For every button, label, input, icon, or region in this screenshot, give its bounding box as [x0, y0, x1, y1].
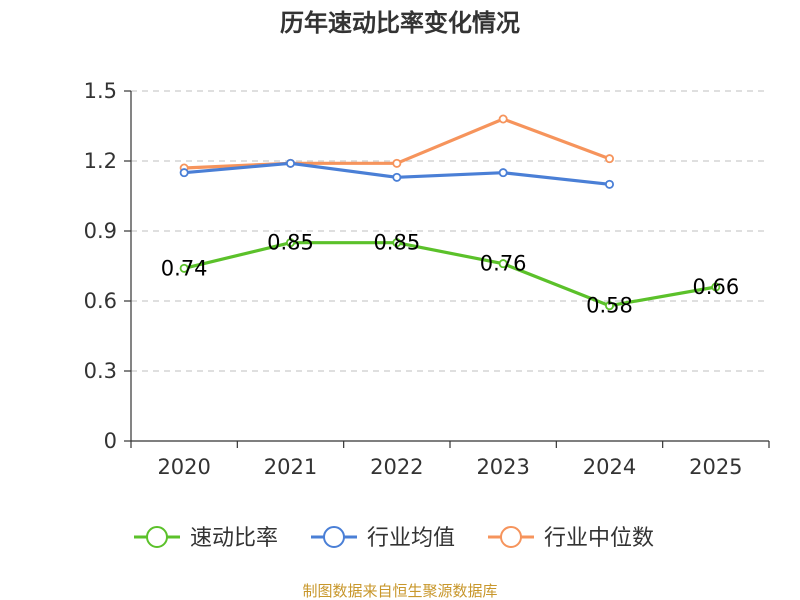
- point-0-2021: [285, 238, 295, 248]
- series-line-0: [182, 241, 718, 308]
- legend-marker-0: [146, 526, 168, 548]
- y-tick-label-5: 1.5: [84, 79, 117, 103]
- data-label-2023: 0.76: [480, 252, 527, 276]
- point-0-2020: [179, 263, 189, 273]
- legend-label-0: 速动比率: [190, 526, 278, 551]
- legend-item-2: 行业中位数: [488, 526, 654, 551]
- y-tick-label-1: 0.3: [84, 359, 117, 383]
- y-tick-label-4: 1.2: [84, 149, 117, 173]
- point-0-2024: [605, 301, 615, 311]
- y-tick-label-2: 0.6: [84, 289, 117, 313]
- point-2-2024: [605, 154, 615, 164]
- x-tick-label-2022: 2022: [370, 455, 423, 479]
- point-2-2023: [498, 114, 508, 124]
- point-1-2021: [285, 158, 295, 168]
- data-label-2021: 0.85: [267, 231, 314, 255]
- chart-title: 历年速动比率变化情况: [280, 9, 520, 37]
- x-tick-label-2020: 2020: [157, 455, 210, 479]
- data-label-2022: 0.85: [373, 231, 420, 255]
- legend-item-0: 速动比率: [134, 526, 278, 551]
- legend: 速动比率 行业均值 行业中位数: [134, 526, 654, 551]
- legend-label-1: 行业均值: [367, 526, 455, 551]
- point-0-2022: [392, 238, 402, 248]
- legend-label-2: 行业中位数: [544, 526, 654, 551]
- data-label-2025: 0.66: [692, 275, 739, 299]
- series-layer: 0.74 0.85 0.85 0.76 0.58 0.66: [161, 114, 739, 318]
- x-tick-label-2023: 2023: [476, 455, 529, 479]
- point-1-2024: [605, 179, 615, 189]
- legend-marker-1: [323, 526, 345, 548]
- point-1-2020: [179, 168, 189, 178]
- axes: 0 0.3 0.6 0.9 1.2 1.5 2020 2021 2022 2023 2024 2025: [84, 79, 770, 479]
- series-0: 0.74 0.85 0.85 0.76 0.58 0.66: [161, 231, 739, 318]
- x-tick-label-2021: 2021: [264, 455, 317, 479]
- grid-lines: [131, 90, 769, 372]
- legend-item-1: 行业均值: [311, 526, 455, 551]
- point-0-2025: [711, 282, 721, 292]
- legend-marker-2: [500, 526, 522, 548]
- series-2: [179, 114, 615, 173]
- data-label-2024: 0.58: [586, 294, 633, 318]
- point-0-2023: [498, 259, 508, 269]
- x-tick-label-2024: 2024: [583, 455, 636, 479]
- point-2-2022: [392, 158, 402, 168]
- y-tick-label-0: 0: [104, 429, 117, 453]
- point-1-2023: [498, 168, 508, 178]
- data-label-2020: 0.74: [161, 256, 208, 280]
- point-1-2022: [392, 172, 402, 182]
- series-1: [179, 158, 615, 189]
- y-tick-label-3: 0.9: [84, 219, 117, 243]
- source-note: 制图数据来自恒生聚源数据库: [302, 582, 497, 600]
- x-tick-label-2025: 2025: [689, 455, 742, 479]
